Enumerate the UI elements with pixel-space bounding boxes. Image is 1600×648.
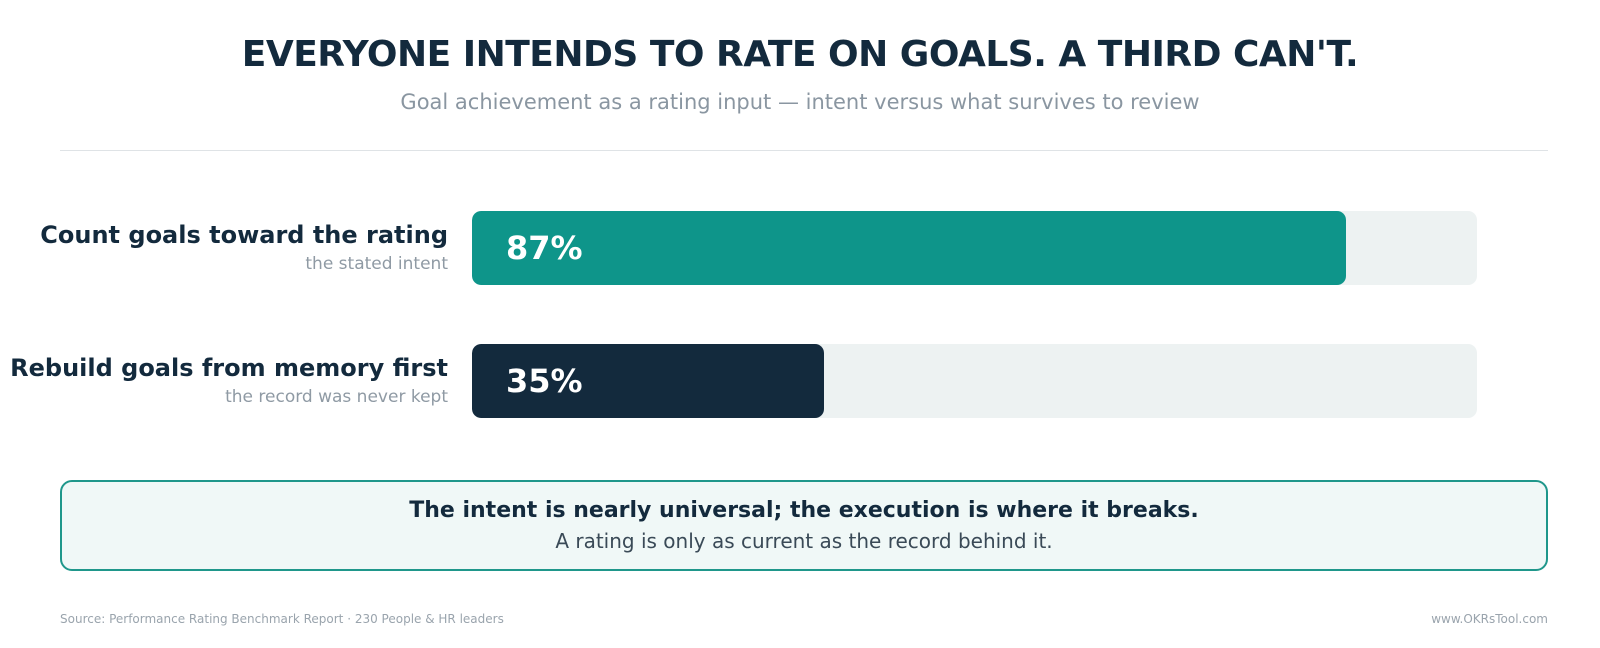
- callout-body: A rating is only as current as the recor…: [555, 529, 1053, 553]
- insight-callout: The intent is nearly universal; the exec…: [60, 480, 1548, 571]
- bar-value-label: 87%: [506, 229, 583, 267]
- bar-label: Count goals toward the rating: [40, 221, 448, 249]
- bar-label-group-1: Count goals toward the rating the stated…: [40, 220, 448, 276]
- bar-track: 35%: [472, 344, 1477, 418]
- bar-sublabel: the stated intent: [305, 254, 448, 274]
- chart-title: EVERYONE INTENDS TO RATE ON GOALS. A THI…: [241, 34, 1359, 75]
- callout-headline: The intent is nearly universal; the exec…: [409, 498, 1199, 523]
- header-divider: [60, 150, 1548, 151]
- bar-sublabel: the record was never kept: [225, 387, 448, 407]
- bar-fill: [472, 344, 824, 418]
- site-link[interactable]: www.OKRsTool.com: [1431, 612, 1548, 626]
- bar-fill: [472, 211, 1347, 285]
- source-note: Source: Performance Rating Benchmark Rep…: [60, 612, 504, 626]
- bar-label-group-2: Rebuild goals from memory first the reco…: [10, 353, 448, 409]
- bar-label: Rebuild goals from memory first: [10, 354, 448, 382]
- bar-track: 87%: [472, 211, 1477, 285]
- chart-subtitle: Goal achievement as a rating input — int…: [400, 90, 1200, 114]
- bar-value-label: 35%: [506, 362, 583, 400]
